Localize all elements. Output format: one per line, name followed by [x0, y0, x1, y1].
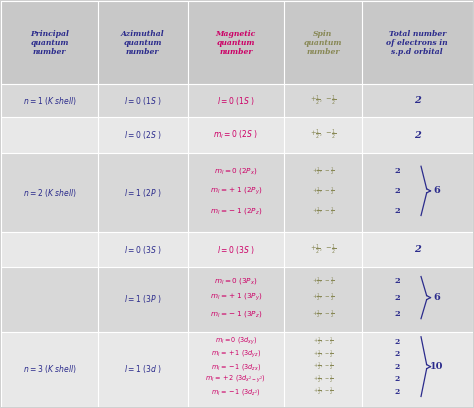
Bar — [1, 233, 473, 267]
Text: $+\frac{1}{2},\,-\frac{1}{2}$: $+\frac{1}{2},\,-\frac{1}{2}$ — [313, 348, 333, 360]
Text: Total number
of electrons in
s.p.d orbital: Total number of electrons in s.p.d orbit… — [386, 30, 448, 56]
Text: 2: 2 — [394, 187, 401, 195]
Text: $+\frac{1}{2},\,-\frac{1}{2}$: $+\frac{1}{2},\,-\frac{1}{2}$ — [312, 275, 334, 287]
Bar — [1, 117, 473, 153]
Bar — [1, 1, 473, 84]
Text: Spin
quantum
number: Spin quantum number — [304, 30, 342, 56]
Text: 2: 2 — [394, 310, 401, 318]
Text: 2: 2 — [395, 350, 400, 358]
Text: $+\frac{1}{2},\,-\frac{1}{2}$: $+\frac{1}{2},\,-\frac{1}{2}$ — [312, 308, 334, 320]
Text: $m_l=0\ (2P_x)$: $m_l=0\ (2P_x)$ — [214, 166, 258, 176]
Text: $+\frac{1}{2},\,-\frac{1}{2}$: $+\frac{1}{2},\,-\frac{1}{2}$ — [312, 165, 334, 177]
Text: 2: 2 — [414, 131, 420, 140]
Text: $+\frac{1}{2},\,-\frac{1}{2}$: $+\frac{1}{2},\,-\frac{1}{2}$ — [312, 185, 334, 197]
Text: $+\frac{1}{2},\,-\frac{1}{2}$: $+\frac{1}{2},\,-\frac{1}{2}$ — [313, 336, 333, 348]
Text: $m_l=0\ (3d_{xy})$: $m_l=0\ (3d_{xy})$ — [215, 336, 257, 347]
Text: $l=1\ (3d\ )$: $l=1\ (3d\ )$ — [124, 363, 162, 375]
Text: $l=0\ (3S\ )$: $l=0\ (3S\ )$ — [124, 244, 162, 255]
Text: $n=3\ (K\ shell)$: $n=3\ (K\ shell)$ — [23, 363, 77, 375]
Text: 2: 2 — [394, 294, 401, 302]
Text: $+\frac{1}{2},\,-\frac{1}{2}$: $+\frac{1}{2},\,-\frac{1}{2}$ — [312, 205, 334, 217]
Text: $+\frac{1}{2},\,-\frac{1}{2}$: $+\frac{1}{2},\,-\frac{1}{2}$ — [313, 386, 333, 397]
Text: $+\frac{1}{2},\,-\frac{1}{2}$: $+\frac{1}{2},\,-\frac{1}{2}$ — [310, 128, 337, 142]
Text: 2: 2 — [414, 245, 420, 254]
Text: 2: 2 — [394, 277, 401, 286]
Text: 2: 2 — [395, 375, 400, 383]
Bar — [1, 332, 473, 407]
Text: 2: 2 — [395, 363, 400, 370]
Text: $+\frac{1}{2},\,-\frac{1}{2}$: $+\frac{1}{2},\,-\frac{1}{2}$ — [313, 373, 333, 385]
Bar — [1, 153, 473, 233]
Text: 2: 2 — [414, 96, 420, 105]
Text: $+\frac{1}{2},\,-\frac{1}{2}$: $+\frac{1}{2},\,-\frac{1}{2}$ — [313, 361, 333, 373]
Text: $m_l=0\ (3P_x)$: $m_l=0\ (3P_x)$ — [214, 276, 258, 286]
Text: Principal
quantum
number: Principal quantum number — [30, 30, 69, 56]
Text: $l=0\ (2S\ )$: $l=0\ (2S\ )$ — [124, 129, 162, 141]
Text: $m_l=-1\ (3P_z)$: $m_l=-1\ (3P_z)$ — [210, 309, 262, 319]
Bar — [1, 84, 473, 117]
Text: 10: 10 — [430, 362, 443, 371]
Text: $n=2\ (K\ shell)$: $n=2\ (K\ shell)$ — [23, 187, 77, 199]
Text: 6: 6 — [433, 186, 440, 195]
Text: 6: 6 — [433, 293, 440, 302]
Text: $m_l=0\ (2S\ )$: $m_l=0\ (2S\ )$ — [213, 129, 258, 141]
Text: 2: 2 — [394, 206, 401, 215]
Text: $l=1\ (2P\ )$: $l=1\ (2P\ )$ — [124, 187, 162, 199]
Text: $m_l=+1\ (3d_{yz})$: $m_l=+1\ (3d_{yz})$ — [211, 348, 261, 360]
Text: $n=1\ (K\ shell)$: $n=1\ (K\ shell)$ — [23, 95, 77, 106]
Text: $m_l=+1\ (3P_y)$: $m_l=+1\ (3P_y)$ — [210, 292, 262, 303]
Text: $m_l=+1\ (2P_y)$: $m_l=+1\ (2P_y)$ — [210, 185, 262, 197]
Text: $l=0\ (1S\ )$: $l=0\ (1S\ )$ — [217, 95, 255, 106]
Text: $+\frac{1}{2},\,-\frac{1}{2}$: $+\frac{1}{2},\,-\frac{1}{2}$ — [312, 292, 334, 304]
Text: $m_l=+2\ (3d_{x^2-y^2})$: $m_l=+2\ (3d_{x^2-y^2})$ — [205, 373, 266, 385]
Text: $m_l=-1\ (3d_{zx})$: $m_l=-1\ (3d_{zx})$ — [211, 361, 261, 372]
Text: 2: 2 — [395, 388, 400, 396]
Text: 2: 2 — [394, 167, 401, 175]
Bar — [1, 267, 473, 332]
Text: 2: 2 — [395, 338, 400, 346]
Text: $l=0\ (1S\ )$: $l=0\ (1S\ )$ — [124, 95, 162, 106]
Text: $l=0\ (3S\ )$: $l=0\ (3S\ )$ — [217, 244, 255, 255]
Text: $+\frac{1}{2},\,-\frac{1}{2}$: $+\frac{1}{2},\,-\frac{1}{2}$ — [310, 242, 337, 257]
Text: $m_l=-1\ (2P_z)$: $m_l=-1\ (2P_z)$ — [210, 206, 262, 216]
Text: Magnetic
quantum
number: Magnetic quantum number — [216, 30, 256, 56]
Text: $m_l=-1\ (3d_{z^2})$: $m_l=-1\ (3d_{z^2})$ — [211, 387, 261, 397]
Text: Azimuthal
quantum
number: Azimuthal quantum number — [121, 30, 164, 56]
Text: $l=1\ (3P\ )$: $l=1\ (3P\ )$ — [124, 293, 162, 305]
Text: $+\frac{1}{2},\,-\frac{1}{2}$: $+\frac{1}{2},\,-\frac{1}{2}$ — [310, 93, 337, 108]
